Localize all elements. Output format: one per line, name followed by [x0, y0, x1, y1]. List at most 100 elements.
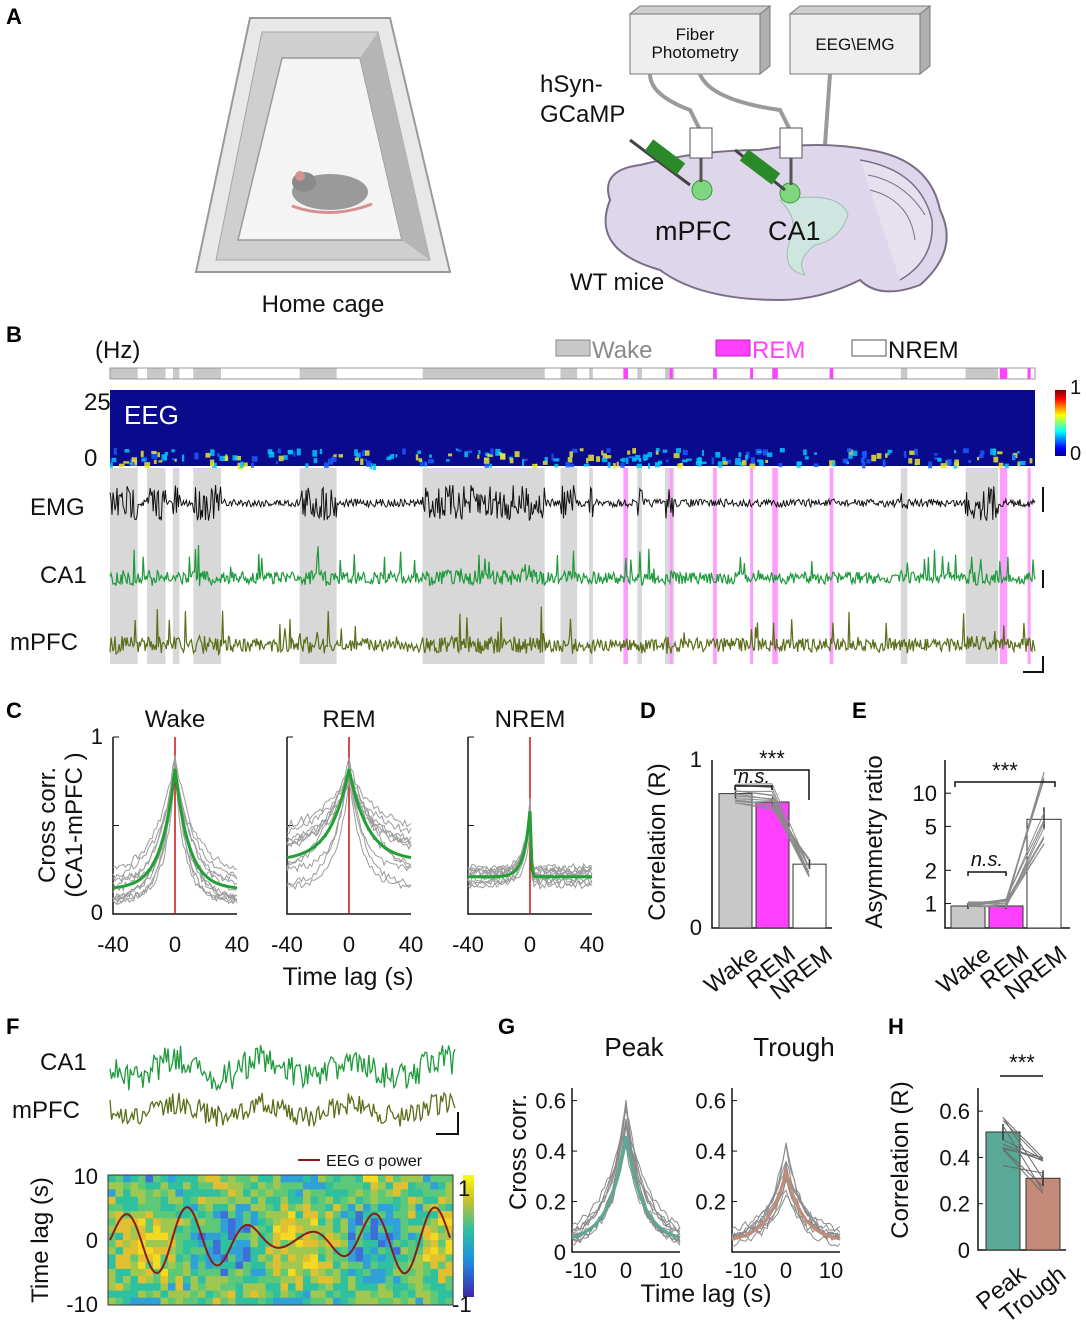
f-heatmap-cell: [340, 1276, 349, 1284]
region-mpfc-label: mPFC: [655, 216, 732, 246]
spectrogram-power: [993, 456, 999, 463]
f-heatmap-cell: [393, 1268, 401, 1277]
spectrogram-power: [508, 456, 513, 460]
f-heatmap-cell: [115, 1247, 124, 1255]
f-heatmap-cell: [190, 1175, 199, 1183]
spectrogram-power: [980, 450, 985, 455]
f-heatmap-cell: [273, 1203, 281, 1212]
spectrogram-power: [832, 461, 836, 467]
f-heatmap-cell: [370, 1254, 379, 1263]
spectrogram-power: [654, 462, 660, 468]
spectrogram-power: [848, 454, 853, 459]
f-heatmap-cell: [310, 1240, 319, 1248]
spectrogram-power: [373, 463, 377, 471]
spectrogram-power: [464, 451, 469, 458]
f-heatmap-cell: [378, 1182, 386, 1190]
syringe-icon: [734, 148, 786, 192]
f-heatmap-cell: [138, 1297, 146, 1306]
f-heatmap: [108, 1175, 454, 1306]
rem-shade: [713, 468, 717, 664]
f-heatmap-cell: [280, 1218, 289, 1227]
spectrogram-power: [1004, 463, 1009, 469]
f-heatmap-cell: [265, 1290, 274, 1299]
f-heatmap-cell: [250, 1276, 259, 1284]
f-heatmap-cell: [385, 1232, 394, 1241]
f-heatmap-cell: [385, 1268, 394, 1277]
f-heatmap-cell: [123, 1196, 131, 1205]
spectrogram-power: [620, 463, 625, 468]
spectrogram-power: [395, 454, 398, 458]
f-heatmap-cell: [273, 1211, 281, 1219]
f-heatmap-cell: [228, 1225, 236, 1234]
f-heatmap-cell: [445, 1182, 454, 1190]
f-heatmap-cell: [303, 1297, 311, 1306]
f-heatmap-cell: [445, 1254, 454, 1263]
f-heatmap-cell: [348, 1283, 356, 1292]
f-heatmap-cell: [288, 1189, 296, 1198]
f-heatmap-cell: [175, 1225, 184, 1234]
g-ytick-label: 0.4: [695, 1139, 726, 1164]
f-heatmap-cell: [108, 1283, 116, 1292]
e-ytick-label: 1: [925, 892, 937, 917]
f-heatmap-cell: [310, 1254, 319, 1263]
f-heatmap-cell: [205, 1196, 214, 1205]
f-heatmap-cell: [213, 1254, 221, 1263]
f-heatmap-cell: [438, 1247, 446, 1255]
f-heatmap-cell: [378, 1268, 386, 1277]
f-heatmap-cell: [258, 1261, 266, 1270]
spectrogram-power: [627, 450, 631, 455]
f-heatmap-cell: [265, 1189, 274, 1198]
f-heatmap-cell: [295, 1297, 304, 1306]
f-heatmap-cell: [288, 1225, 296, 1234]
f-heatmap-cell: [280, 1189, 289, 1198]
f-heatmap-cell: [153, 1283, 161, 1292]
f-heatmap-cell: [325, 1261, 334, 1270]
f-heatmap-cell: [138, 1276, 146, 1284]
f-heatmap-cell: [228, 1189, 236, 1198]
f-heatmap-cell: [198, 1276, 206, 1284]
mouse-sleeping-icon: [291, 171, 373, 214]
f-heatmap-cell: [168, 1175, 176, 1183]
f-heatmap-cell: [363, 1283, 371, 1292]
f-heatmap-cell: [408, 1247, 416, 1255]
spectrogram-power: [757, 459, 763, 463]
spectrogram-power: [118, 463, 125, 468]
f-heatmap-cell: [430, 1290, 439, 1299]
d-paired-line: [734, 783, 810, 868]
f-heatmap-cell: [243, 1225, 251, 1234]
f-heatmap-cell: [355, 1261, 364, 1270]
f-heatmap-cell: [348, 1254, 356, 1263]
f-heatmap-cell: [363, 1297, 371, 1306]
f-heatmap-cell: [168, 1203, 176, 1212]
rem-shade: [772, 468, 778, 664]
f-heatmap-cell: [123, 1189, 131, 1198]
f-heatmap-cell: [348, 1268, 356, 1277]
f-heatmap-cell: [235, 1218, 244, 1227]
f-heatmap-cell: [138, 1261, 146, 1270]
c-subplot-nrem: NREM -40 0 40: [452, 706, 604, 957]
spectrogram-power: [293, 451, 296, 457]
spectrogram-power: [535, 463, 538, 468]
f-heatmap-cell: [273, 1225, 281, 1234]
f-heatmap-cell: [235, 1196, 244, 1205]
f-heatmap-cell: [280, 1283, 289, 1292]
f-heatmap-cell: [430, 1211, 439, 1219]
f-heatmap-cell: [258, 1276, 266, 1284]
f-heatmap-cell: [423, 1276, 431, 1284]
f-heatmap-cell: [318, 1203, 326, 1212]
f-heatmap-cell: [138, 1254, 146, 1263]
f-heatmap-cell: [198, 1247, 206, 1255]
g-subplot-trough: Trough 0.6 0.4 0.2 -10 0 10: [695, 1032, 843, 1283]
f-heatmap-cell: [145, 1247, 154, 1255]
f-heatmap-cell: [370, 1211, 379, 1219]
rem-shade: [1027, 468, 1031, 664]
f-heatmap-cell: [183, 1254, 191, 1263]
f-heatmap-cell: [190, 1189, 199, 1198]
spectrogram-power: [551, 453, 554, 461]
f-heatmap-cell: [303, 1196, 311, 1205]
spectrogram-power: [364, 458, 368, 462]
e-ytick-label: 10: [913, 781, 937, 806]
f-heatmap-cell: [408, 1196, 416, 1205]
f-heatmap-cell: [333, 1268, 341, 1277]
f-heatmap-cell: [295, 1203, 304, 1212]
